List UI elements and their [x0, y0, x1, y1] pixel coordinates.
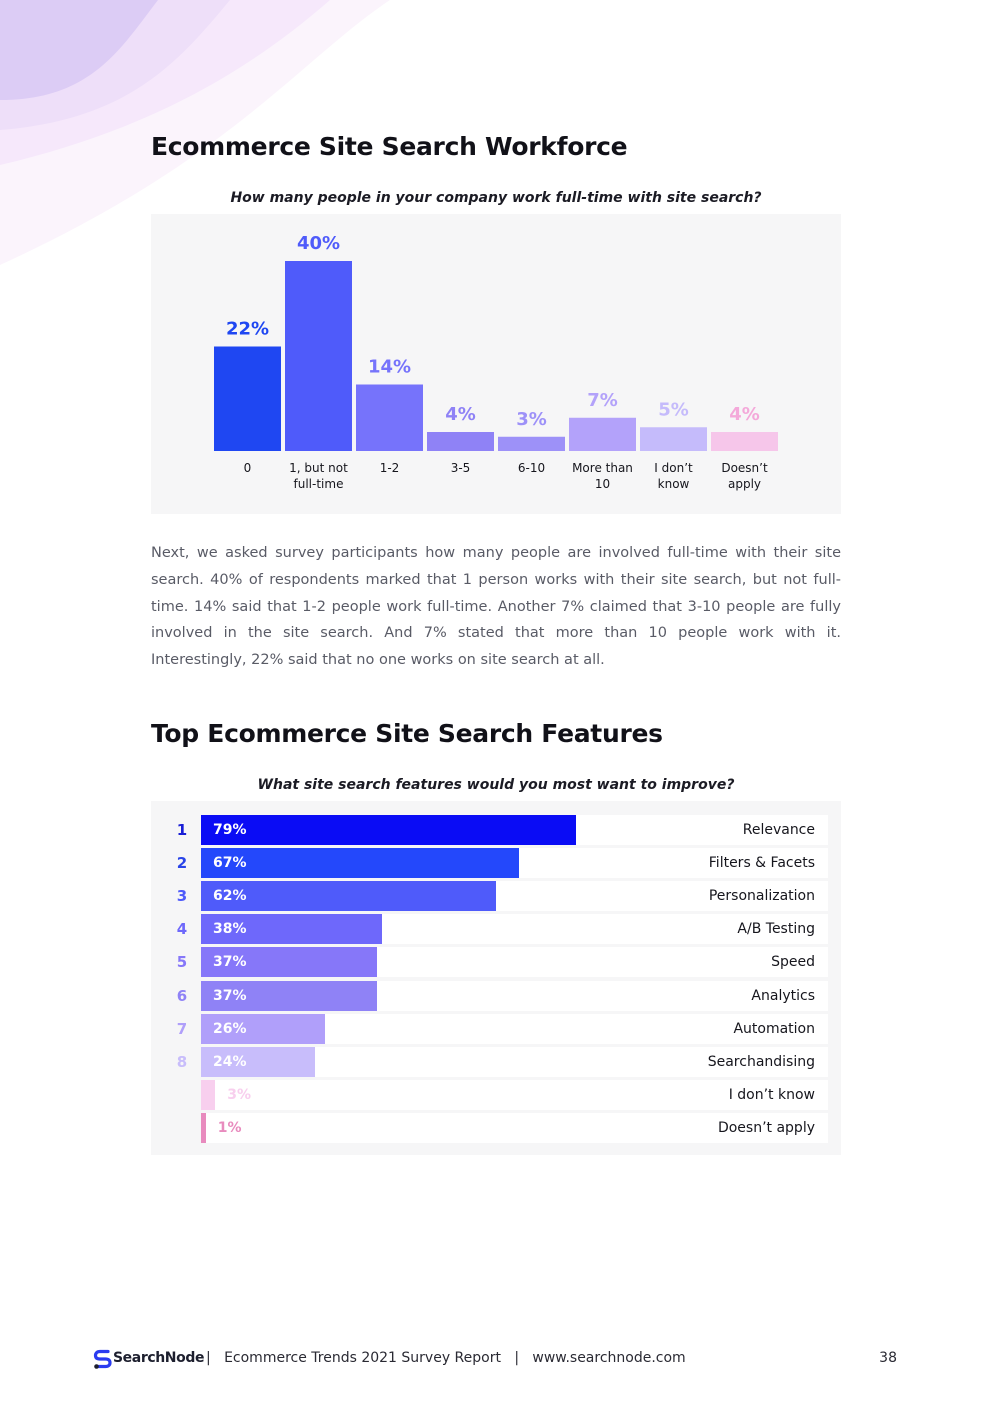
feature-value-label: 3%	[227, 1086, 252, 1103]
column-value-label: 40%	[297, 233, 340, 254]
column-bar	[711, 432, 778, 451]
column-bar	[498, 436, 565, 451]
feature-row: 7 26% Automation	[151, 1013, 841, 1044]
column-value-label: 22%	[226, 319, 269, 340]
features-section-title: Top Ecommerce Site Search Features	[151, 719, 663, 748]
feature-row: 1 79% Relevance	[151, 815, 841, 845]
features-chart-question: What site search features would you most…	[257, 777, 735, 793]
column-category-label: I don’t	[654, 461, 693, 475]
column-category-label: know	[658, 477, 690, 491]
feature-name-label: Searchandising	[707, 1053, 815, 1070]
feature-value-label: 67%	[213, 855, 247, 872]
column-value-label: 3%	[516, 409, 547, 430]
feature-rank: 3	[176, 887, 188, 906]
feature-row: 3% I don’t know	[151, 1079, 841, 1110]
column-category-label: 1, but not	[289, 461, 348, 475]
column-value-label: 7%	[587, 390, 618, 411]
feature-row: 8 24% Searchandising	[151, 1046, 841, 1077]
feature-name-label: A/B Testing	[737, 921, 815, 938]
page-footer: SearchNode | Ecommerce Trends 2021 Surve…	[93, 1346, 899, 1372]
features-bar-chart: 1 79% Relevance 2 67% Filters & Facets 3 62% Per…	[151, 801, 841, 1155]
feature-rank: 4	[176, 920, 188, 939]
feature-value-label: 24%	[213, 1053, 247, 1070]
column-category-label: Doesn’t	[721, 461, 768, 475]
column-bar	[356, 384, 423, 451]
feature-value-label: 1%	[217, 1119, 242, 1136]
feature-row: 4 38% A/B Testing	[151, 914, 841, 945]
feature-rank: 2	[176, 854, 188, 873]
column-category-label: 3-5	[451, 461, 471, 475]
body-paragraph: Next, we asked survey participants how m…	[151, 545, 841, 669]
feature-name-label: Filters & Facets	[708, 855, 815, 872]
feature-rank: 7	[176, 1019, 188, 1038]
column-bar	[427, 432, 494, 451]
workforce-chart-panel: 22% 0 40% 1, but not full-time 14% 1-2 4% 3-5 3% 6…	[151, 214, 841, 514]
feature-value-label: 37%	[213, 987, 247, 1004]
searchnode-logo-icon	[93, 1349, 112, 1369]
feature-bar-track	[201, 1112, 828, 1143]
footer-brand: SearchNode	[113, 1350, 205, 1366]
column-category-label: apply	[728, 477, 761, 491]
feature-bar	[201, 914, 382, 945]
feature-row: 2 67% Filters & Facets	[151, 848, 841, 879]
feature-row: 1% Doesn’t apply	[151, 1112, 841, 1143]
feature-bar-track	[201, 1079, 828, 1110]
feature-name-label: Personalization	[708, 888, 815, 905]
column-value-label: 5%	[658, 399, 689, 420]
workforce-chart-question: How many people in your company work ful…	[230, 190, 762, 206]
footer-report-info: | Ecommerce Trends 2021 Survey Report | …	[206, 1350, 686, 1366]
feature-value-label: 37%	[213, 954, 247, 971]
column-category-label: 10	[595, 477, 610, 491]
feature-value-label: 38%	[213, 921, 247, 938]
feature-value-label: 26%	[213, 1020, 247, 1037]
feature-bar	[201, 881, 496, 912]
feature-rank	[165, 1080, 199, 1110]
feature-name-label: Relevance	[742, 822, 815, 838]
feature-name-label: I don’t know	[728, 1086, 815, 1103]
page-number: 38	[879, 1350, 897, 1366]
column-bar	[569, 417, 636, 451]
column-category-label: 0	[244, 461, 252, 475]
column-bar	[285, 261, 352, 451]
feature-bar	[201, 1013, 325, 1044]
feature-bar	[201, 815, 577, 845]
column-value-label: 14%	[368, 357, 411, 378]
column-category-label: 1-2	[380, 461, 400, 475]
workforce-column-chart: 22% 0 40% 1, but not full-time 14% 1-2 4% 3-5 3% 6…	[214, 233, 778, 491]
feature-rank	[165, 1113, 199, 1143]
feature-name-label: Speed	[771, 954, 815, 971]
column-category-label: full-time	[294, 477, 344, 491]
column-bar	[640, 427, 707, 451]
workforce-section-title: Ecommerce Site Search Workforce	[151, 132, 628, 161]
feature-row: 6 37% Analytics	[151, 980, 841, 1011]
feature-value-label: 79%	[213, 822, 247, 838]
feature-row: 3 62% Personalization	[151, 881, 841, 912]
column-category-label: More than	[572, 461, 633, 475]
feature-rank: 1	[176, 821, 188, 839]
feature-name-label: Analytics	[751, 987, 815, 1004]
feature-bar	[201, 848, 520, 879]
column-value-label: 4%	[729, 404, 760, 425]
feature-rank: 8	[176, 1052, 188, 1071]
feature-bar	[201, 947, 377, 978]
feature-bar	[201, 1046, 315, 1077]
feature-name-label: Doesn’t apply	[717, 1119, 815, 1136]
feature-rank: 6	[176, 986, 188, 1005]
feature-row: 5 37% Speed	[151, 947, 841, 978]
feature-bar	[201, 1112, 206, 1143]
feature-bar	[201, 1079, 216, 1110]
feature-rank: 5	[176, 953, 188, 972]
column-bar	[214, 346, 281, 451]
feature-bar	[201, 980, 377, 1011]
feature-value-label: 62%	[213, 888, 247, 905]
column-category-label: 6-10	[518, 461, 545, 475]
column-value-label: 4%	[445, 404, 476, 425]
background-decoration	[0, 0, 390, 265]
feature-name-label: Automation	[733, 1020, 815, 1037]
